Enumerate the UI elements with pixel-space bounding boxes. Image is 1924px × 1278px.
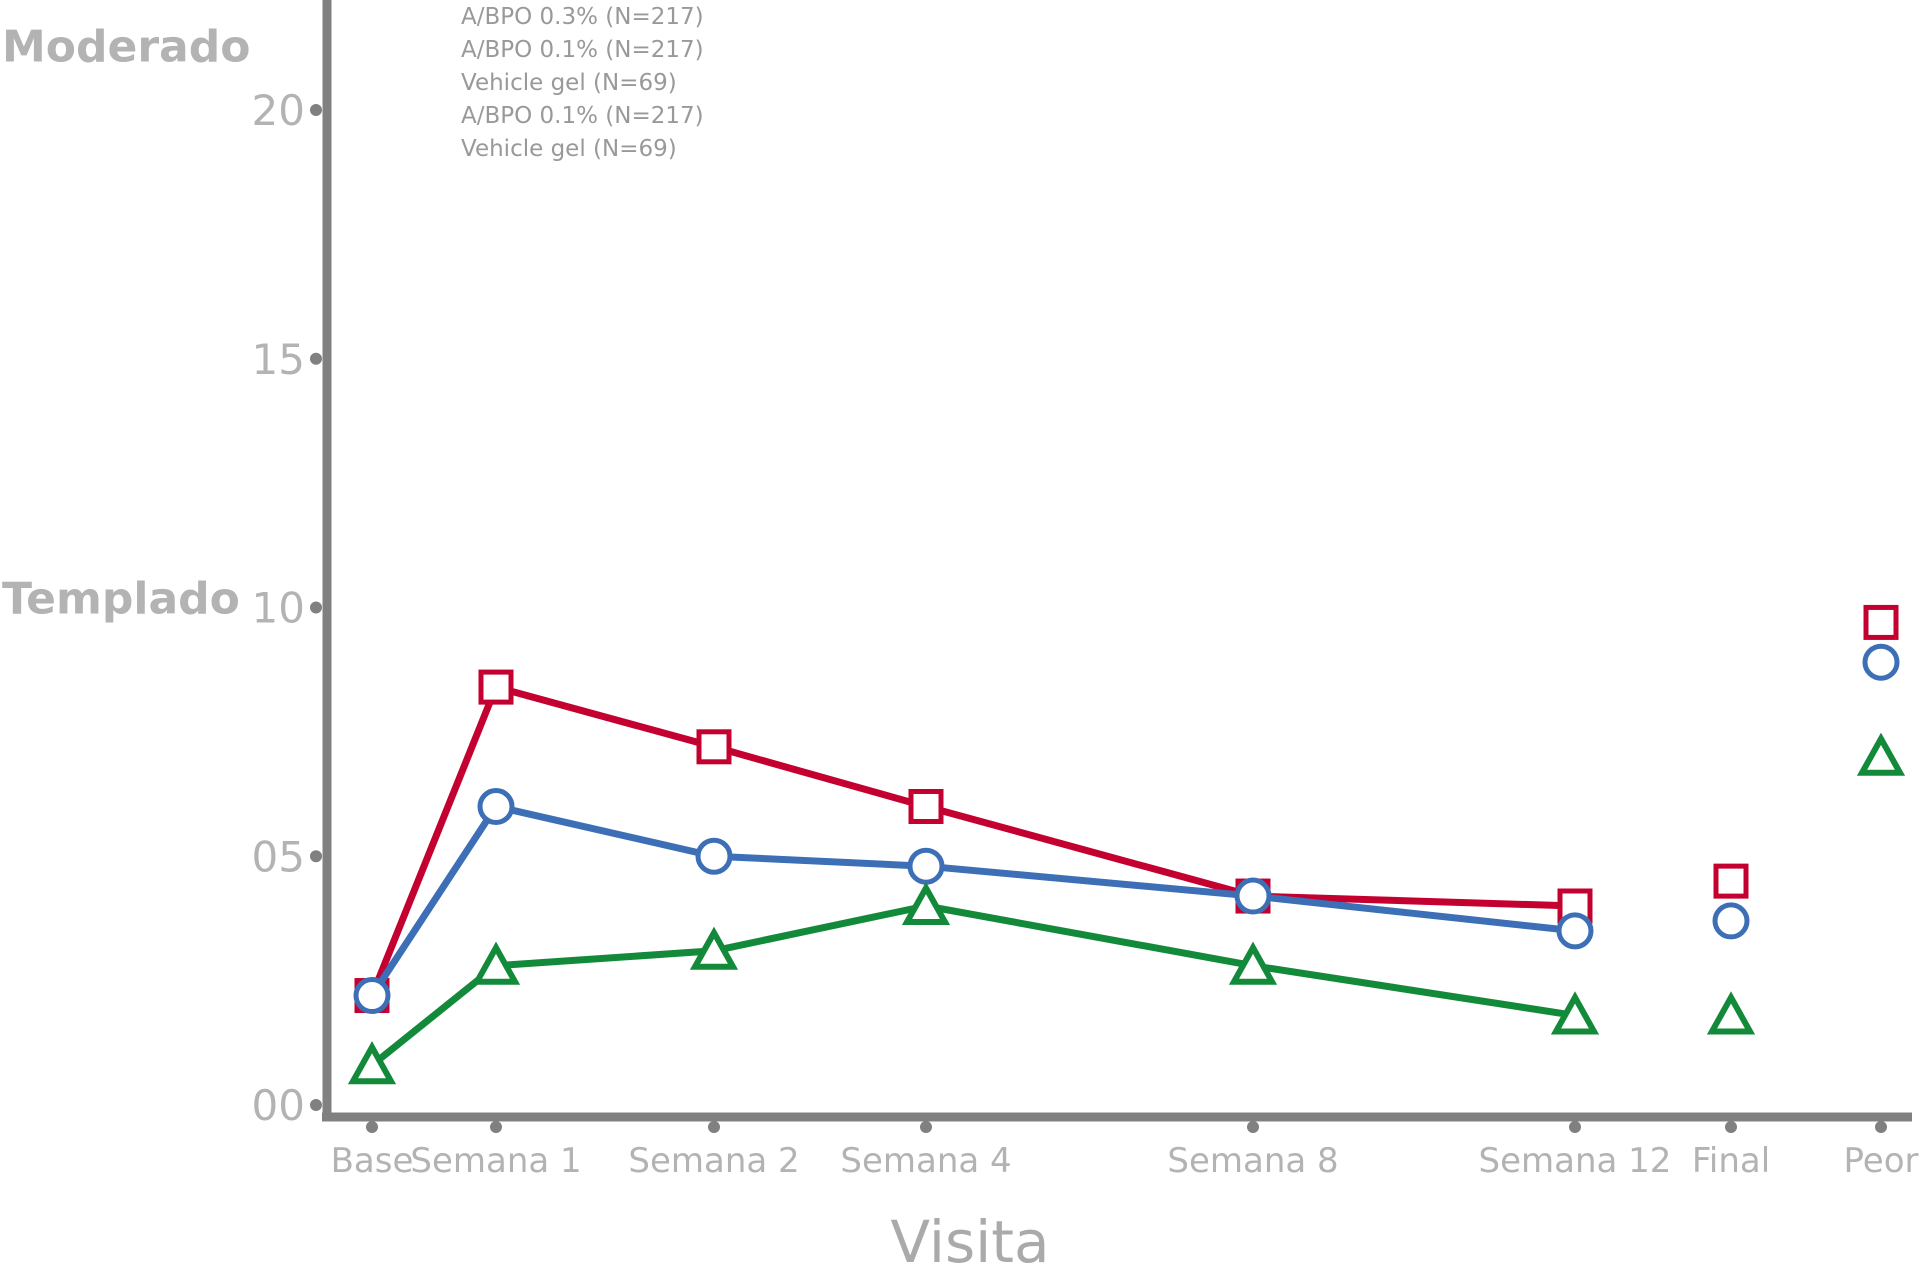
data-point-square bbox=[908, 789, 944, 824]
data-point-circle bbox=[1862, 643, 1900, 681]
data-point-circle bbox=[907, 847, 945, 885]
x-tick-mark bbox=[708, 1121, 720, 1133]
data-point-triangle bbox=[1856, 732, 1906, 776]
legend-entry: A/BPO 0.1% (N=217) bbox=[461, 37, 704, 63]
y-tick-mark bbox=[310, 601, 322, 614]
data-point-circle bbox=[1234, 877, 1272, 915]
data-point-square bbox=[696, 729, 732, 765]
data-point-triangle bbox=[1550, 991, 1600, 1035]
data-point-triangle bbox=[901, 881, 951, 925]
data-point-square bbox=[1713, 863, 1749, 899]
x-tick-mark bbox=[1247, 1121, 1259, 1133]
series-square bbox=[354, 604, 1899, 1014]
series-line bbox=[368, 683, 1579, 1000]
y-ticks: 00 05 10 15 20 bbox=[252, 86, 322, 1130]
y-tick-label: 00 bbox=[252, 1081, 305, 1130]
y-tick-label: 15 bbox=[252, 335, 305, 384]
legend: A/BPO 0.3% (N=217) A/BPO 0.1% (N=217) Vehi… bbox=[461, 4, 704, 162]
y-tick-label: 10 bbox=[252, 584, 305, 633]
x-tick-mark bbox=[920, 1121, 932, 1133]
series-circle bbox=[353, 643, 1900, 1015]
x-tick-label: Peor bbox=[1844, 1141, 1919, 1181]
severity-label: Templado bbox=[2, 574, 240, 625]
data-point-triangle bbox=[1228, 941, 1278, 985]
x-axis-title: Visita bbox=[890, 1208, 1049, 1276]
data-point-circle bbox=[1556, 912, 1594, 950]
x-tick-label: Base bbox=[331, 1141, 414, 1181]
data-point-circle bbox=[695, 837, 733, 875]
x-tick-mark bbox=[1569, 1121, 1581, 1133]
series-line bbox=[368, 803, 1579, 1000]
data-point-circle bbox=[1712, 902, 1750, 940]
data-point-square bbox=[478, 669, 514, 705]
y-tick-mark bbox=[310, 850, 322, 863]
severity-label: Moderado bbox=[2, 21, 250, 72]
x-tick-mark bbox=[366, 1121, 378, 1133]
y-tick-label: 20 bbox=[252, 86, 305, 135]
severity-labels: Moderado Templado bbox=[2, 21, 250, 624]
x-tick-mark bbox=[490, 1121, 502, 1133]
y-tick-mark bbox=[310, 104, 322, 116]
data-point-circle bbox=[353, 977, 391, 1015]
series-group bbox=[347, 604, 1906, 1085]
data-point-triangle bbox=[471, 941, 521, 985]
data-point-triangle bbox=[347, 1041, 397, 1085]
x-tick-mark bbox=[1875, 1121, 1887, 1133]
y-tick-label: 05 bbox=[252, 832, 305, 881]
data-point-circle bbox=[477, 788, 515, 825]
x-tick-label: Semana 12 bbox=[1479, 1141, 1672, 1181]
legend-entry: Vehicle gel (N=69) bbox=[461, 136, 677, 162]
x-tick-label: Semana 1 bbox=[410, 1141, 581, 1181]
series-triangle bbox=[347, 732, 1906, 1085]
y-tick-mark bbox=[310, 352, 322, 365]
series-line bbox=[368, 902, 1579, 1069]
x-tick-mark bbox=[1725, 1121, 1737, 1133]
x-tick-label: Semana 4 bbox=[840, 1141, 1011, 1181]
axes bbox=[322, 0, 1912, 1122]
x-tick-label: Final bbox=[1692, 1141, 1770, 1181]
y-tick-mark bbox=[310, 1099, 322, 1111]
x-tick-label: Semana 8 bbox=[1167, 1141, 1338, 1181]
data-point-triangle bbox=[1706, 991, 1756, 1035]
legend-entry: A/BPO 0.1% (N=217) bbox=[461, 103, 704, 129]
data-point-triangle bbox=[689, 926, 739, 970]
x-tick-label: Semana 2 bbox=[628, 1141, 799, 1181]
data-point-square bbox=[1863, 604, 1899, 640]
legend-entry: Vehicle gel (N=69) bbox=[461, 70, 677, 96]
legend-entry: A/BPO 0.3% (N=217) bbox=[461, 4, 704, 30]
